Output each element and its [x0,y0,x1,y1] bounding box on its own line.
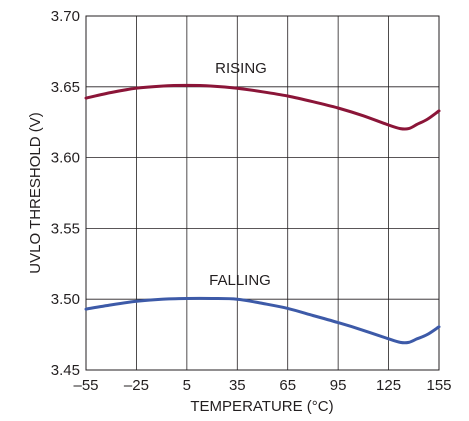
y-tick-label: 3.45 [51,362,80,379]
series-label-falling: FALLING [209,272,271,289]
x-tick-label: 95 [330,377,347,394]
y-axis-ticks: 3.45 3.50 3.55 3.60 3.65 3.70 [51,8,80,379]
series-label-rising: RISING [215,60,267,77]
x-axis-ticks: –55 –25 5 35 65 95 125 155 [73,377,451,394]
series-line-rising [84,83,441,131]
x-tick-label: 65 [279,377,296,394]
x-tick-label: 5 [183,377,191,394]
x-tick-label: 35 [229,377,246,394]
y-tick-label: 3.65 [51,79,80,96]
y-tick-label: 3.60 [51,150,80,167]
y-tick-label: 3.70 [51,8,80,25]
plot-frame [85,15,440,371]
x-tick-label: 125 [376,377,401,394]
series-line-falling [84,296,441,345]
y-tick-label: 3.50 [51,291,80,308]
x-tick-label: –25 [124,377,149,394]
x-axis-title: TEMPERATURE (°C) [190,398,333,415]
y-axis-title: UVLO THRESHOLD (V) [27,112,44,273]
series-group [84,83,441,345]
x-tick-label: –55 [73,377,98,394]
y-tick-label: 3.55 [51,220,80,237]
series-labels: RISING FALLING [209,60,271,289]
x-tick-label: 155 [426,377,451,394]
